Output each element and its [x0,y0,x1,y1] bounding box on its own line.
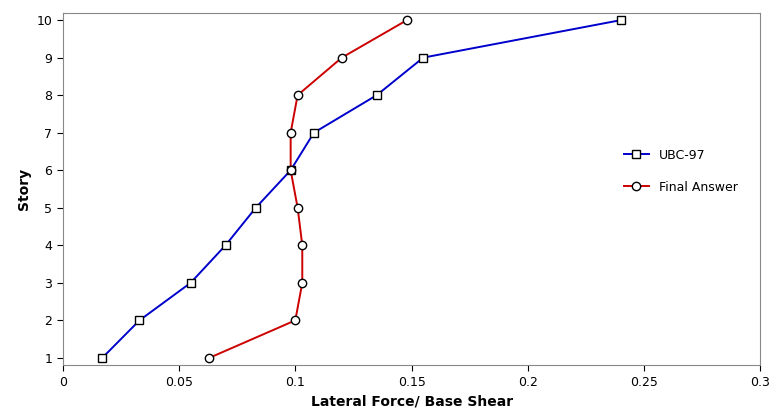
UBC-97 [286,168,296,173]
Final Answer [286,130,296,135]
Final Answer [293,93,303,98]
Final Answer [293,205,303,210]
Y-axis label: Story: Story [17,168,31,210]
UBC-97 [419,55,428,60]
Line: UBC-97: UBC-97 [98,16,625,362]
Final Answer [286,168,296,173]
UBC-97 [221,243,230,248]
UBC-97 [251,205,260,210]
UBC-97 [309,130,318,135]
Final Answer [291,318,300,323]
UBC-97 [372,93,381,98]
Final Answer [298,280,307,285]
UBC-97 [97,355,107,360]
Final Answer [402,18,412,23]
Legend: UBC-97, Final Answer: UBC-97, Final Answer [617,143,744,200]
Line: Final Answer: Final Answer [205,16,411,362]
X-axis label: Lateral Force/ Base Shear: Lateral Force/ Base Shear [310,394,513,408]
UBC-97 [616,18,626,23]
Final Answer [298,243,307,248]
Final Answer [337,55,347,60]
UBC-97 [135,318,144,323]
Final Answer [205,355,214,360]
UBC-97 [186,280,195,285]
